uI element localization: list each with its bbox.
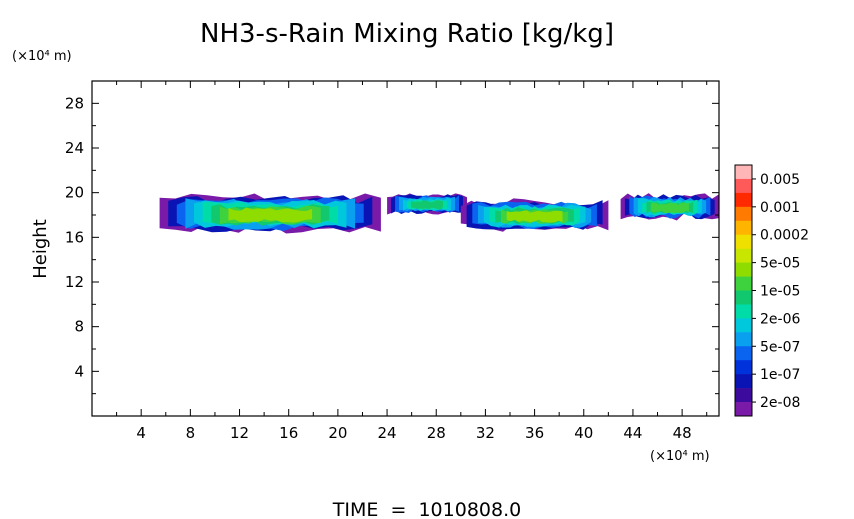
- colorbar-band: [735, 290, 752, 305]
- y-unit-label: (×10⁴ m): [12, 49, 72, 64]
- colorbar-band: [735, 304, 752, 319]
- x-tick-label: 12: [230, 424, 249, 442]
- colorbar-band: [735, 165, 752, 180]
- x-tick-label: 16: [279, 424, 298, 442]
- y-tick-label: 8: [74, 318, 84, 336]
- chart-title: NH3-s-Rain Mixing Ratio [kg/kg]: [200, 19, 614, 49]
- y-tick-label: 24: [65, 139, 84, 157]
- cloud-contour: [411, 200, 443, 210]
- colorbar-label: 2e-08: [760, 395, 800, 411]
- x-tick-label: 44: [623, 424, 642, 442]
- y-axis: 4 8 12 16 20 24 28: [65, 80, 719, 417]
- colorbar-band: [735, 192, 752, 208]
- colorbar-label: 0.005: [760, 172, 800, 188]
- colorbar-band: [735, 318, 752, 333]
- cloud-contour: [228, 207, 313, 223]
- colorbar-label: 0.001: [760, 200, 800, 216]
- cloud-contour: [506, 210, 563, 223]
- colorbar-band: [735, 374, 752, 389]
- y-axis-label: Height: [30, 219, 51, 279]
- colorbar-band: [735, 178, 752, 194]
- colorbar-label: 1e-07: [760, 367, 800, 383]
- colorbar-band: [735, 248, 752, 263]
- colorbar-label: 5e-07: [760, 339, 800, 355]
- colorbar-label: 5e-05: [760, 256, 800, 272]
- y-tick-label: 12: [65, 273, 84, 291]
- colorbar-band: [735, 234, 752, 249]
- colorbar-band: [735, 346, 752, 361]
- colorbar-band: [735, 360, 752, 375]
- cloud-field: [159, 193, 719, 234]
- colorbar-band: [735, 402, 752, 417]
- y-tick-label: 4: [74, 362, 84, 380]
- x-unit-label: (×10⁴ m): [650, 449, 710, 464]
- y-tick-label: 20: [65, 184, 84, 202]
- x-tick-label: 48: [673, 424, 692, 442]
- colorbar-band: [735, 206, 752, 222]
- colorbar-label: 0.0002: [760, 228, 809, 244]
- x-tick-label: 20: [328, 424, 347, 442]
- colorbar-band: [735, 388, 752, 403]
- y-tick-label: 28: [65, 94, 84, 112]
- colorbar-band: [735, 220, 752, 236]
- time-label: TIME = 1010808.0: [332, 499, 521, 519]
- x-tick-label: 40: [574, 424, 593, 442]
- x-tick-label: 36: [525, 424, 544, 442]
- x-tick-label: 4: [136, 424, 146, 442]
- colorbar-label: 1e-05: [760, 284, 800, 300]
- x-tick-label: 32: [476, 424, 495, 442]
- x-tick-label: 8: [186, 424, 196, 442]
- cloud-contour: [650, 202, 689, 214]
- x-tick-label: 24: [378, 424, 397, 442]
- colorbar: 0.005 0.001 0.0002 5e-05 1e-05 2e-06 5e-07 1e-0…: [734, 164, 809, 417]
- y-tick-label: 16: [65, 228, 84, 246]
- colorbar-label: 2e-06: [760, 311, 800, 327]
- colorbar-band: [735, 262, 752, 277]
- colorbar-band: [735, 332, 752, 347]
- x-axis: 4 8 12 16 20 24 28 32 36 40 44 48: [91, 81, 708, 442]
- colorbar-band: [735, 276, 752, 291]
- plot-frame: [91, 80, 720, 417]
- x-tick-label: 28: [427, 424, 446, 442]
